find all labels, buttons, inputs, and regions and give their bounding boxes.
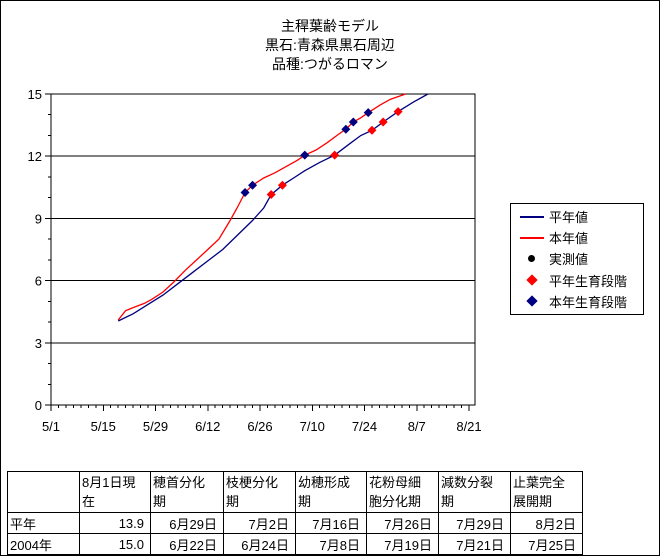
- x-tick-label: 5/29: [143, 419, 168, 434]
- marker-diamond-本年生育段階: [348, 117, 358, 127]
- row-label: 2004年: [7, 533, 80, 555]
- x-tick-label: 6/12: [195, 419, 220, 434]
- legend-item-normal-line: 平年値: [511, 207, 643, 226]
- cell: 8月2日: [510, 512, 583, 534]
- legend-item-this-year-stage: 本年生育段階: [511, 292, 643, 311]
- x-tick-label: 5/1: [42, 419, 60, 434]
- marker-diamond-平年生育段階: [277, 180, 287, 190]
- chart-subtitle-variety: 品種:つがるロマン: [272, 56, 388, 72]
- legend: 平年値 本年値 実測値 平年生育段階 本年生育段階: [510, 203, 644, 315]
- x-tick-label: 7/24: [352, 419, 377, 434]
- cell: 7月29日: [438, 512, 511, 534]
- marker-diamond-平年生育段階: [393, 107, 403, 117]
- observed-dot-icon: [519, 255, 544, 263]
- row-label: 平年: [7, 512, 80, 534]
- x-tick-label: 7/10: [300, 419, 325, 434]
- header-young-panicle-formation: 幼穂形成 期: [295, 471, 367, 513]
- x-tick-label: 8/21: [456, 419, 481, 434]
- header-aug1-current: 8月1日現 在: [79, 471, 151, 513]
- y-tick-label: 12: [28, 149, 42, 164]
- x-tick-label: 5/15: [91, 419, 116, 434]
- y-tick-label: 15: [28, 87, 42, 102]
- cell: 15.0: [79, 533, 151, 555]
- marker-diamond-平年生育段階: [367, 125, 377, 135]
- chart-title: 主稈葉齢モデル: [281, 18, 379, 34]
- plot-frame: [50, 93, 476, 406]
- legend-label: 実測値: [549, 252, 589, 268]
- marker-diamond-本年生育段階: [240, 187, 250, 197]
- legend-item-observed: 実測値: [511, 249, 643, 268]
- x-tick-label: 8/7: [408, 419, 426, 434]
- y-tick-label: 9: [35, 211, 42, 226]
- growth-stage-table: 8月1日現 在 穂首分化 期 枝梗分化 期 幼穂形成 期 花粉母細 胞分化期 減…: [7, 471, 583, 555]
- cell: 7月2日: [223, 512, 296, 534]
- cell: 7月8日: [295, 533, 367, 555]
- legend-label: 本年生育段階: [549, 294, 628, 310]
- y-tick-label: 3: [35, 336, 42, 351]
- y-tick-label: 6: [35, 274, 42, 289]
- header-branch-differentiation: 枝梗分化 期: [223, 471, 296, 513]
- leaf-age-chart: 0 3 6 9 12 15 5/1 5/15 5/29 6/12 6/26 7/10 7/24 8/7 8/…: [28, 87, 482, 434]
- normal-stage-diamond-icon: [519, 274, 544, 286]
- table-row-normal: 平年 13.9 6月29日 7月2日 7月16日 7月26日 7月29日 8月2…: [7, 512, 583, 534]
- cell: 7月19日: [366, 533, 439, 555]
- marker-diamond-本年生育段階: [341, 124, 351, 134]
- cell: 7月16日: [295, 512, 367, 534]
- normal-line-icon: [519, 215, 544, 218]
- cell: 13.9: [79, 512, 151, 534]
- marker-diamond-平年生育段階: [266, 190, 276, 200]
- this-year-line-icon: [519, 236, 544, 239]
- series-line-平年値: [117, 93, 429, 322]
- header-pollen-mother-cell: 花粉母細 胞分化期: [366, 471, 439, 513]
- chart-subtitle-location: 黒石:青森県黒石周辺: [265, 37, 395, 53]
- y-tick-label: 0: [35, 398, 42, 413]
- legend-label: 平年値: [549, 210, 589, 226]
- header-empty: [7, 471, 80, 513]
- x-tick-label: 6/26: [247, 419, 272, 434]
- marker-diamond-本年生育段階: [363, 108, 373, 118]
- header-flag-leaf-full-expansion: 止葉完全 展開期: [510, 471, 583, 513]
- cell: 7月25日: [510, 533, 583, 555]
- cell: 6月24日: [223, 533, 296, 555]
- legend-item-normal-stage: 平年生育段階: [511, 271, 643, 290]
- series-line-本年値: [117, 93, 406, 321]
- cell: 6月22日: [150, 533, 224, 555]
- chart-title-block: 主稈葉齢モデル 黒石:青森県黒石周辺 品種:つがるロマン: [1, 17, 659, 74]
- marker-diamond-平年生育段階: [378, 117, 388, 127]
- marker-diamond-本年生育段階: [300, 150, 310, 160]
- header-meiosis: 減数分裂 期: [438, 471, 511, 513]
- table-header-row: 8月1日現 在 穂首分化 期 枝梗分化 期 幼穂形成 期 花粉母細 胞分化期 減…: [7, 471, 583, 513]
- legend-item-this-year-line: 本年値: [511, 228, 643, 247]
- table-row-2004: 2004年 15.0 6月22日 6月24日 7月8日 7月19日 7月21日 …: [7, 533, 583, 555]
- header-panicle-neck-differentiation: 穂首分化 期: [150, 471, 224, 513]
- this-year-stage-diamond-icon: [519, 295, 544, 308]
- marker-diamond-平年生育段階: [330, 150, 340, 160]
- legend-label: 平年生育段階: [549, 273, 628, 289]
- cell: 7月21日: [438, 533, 511, 555]
- marker-diamond-本年生育段階: [248, 180, 258, 190]
- cell: 6月29日: [150, 512, 224, 534]
- legend-label: 本年値: [549, 231, 589, 247]
- cell: 7月26日: [366, 512, 439, 534]
